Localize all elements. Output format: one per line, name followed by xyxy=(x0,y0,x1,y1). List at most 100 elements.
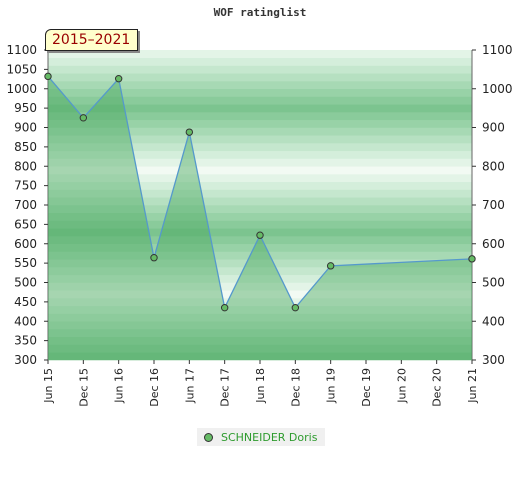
y-tick-label-right: 400 xyxy=(482,314,505,328)
y-tick-label-right: 1100 xyxy=(482,43,513,57)
plot-background-bands xyxy=(47,50,473,361)
data-point xyxy=(326,262,335,270)
y-tick-label-left: 700 xyxy=(14,198,37,212)
background-band xyxy=(48,259,472,268)
data-point xyxy=(256,231,264,239)
date-range-badge: 2015–2021 xyxy=(45,29,139,51)
background-band xyxy=(48,127,472,136)
y-axis-left: 300 350 400 450 500 550 600 650 700 750 800 850 900 9… xyxy=(6,43,48,367)
background-band xyxy=(48,282,472,291)
background-band xyxy=(48,290,472,299)
background-band xyxy=(48,243,472,252)
x-tick-label: Jun 18 xyxy=(254,368,267,404)
background-band xyxy=(48,81,472,90)
data-point xyxy=(79,114,88,122)
y-tick-label-right: 1000 xyxy=(482,82,513,96)
background-band xyxy=(48,329,472,338)
x-tick-label: Jun 19 xyxy=(325,368,338,404)
background-band xyxy=(48,112,472,121)
y-tick-label-left: 300 xyxy=(14,353,37,367)
legend-label-schneider-doris: SCHNEIDER Doris xyxy=(221,430,318,444)
background-band xyxy=(48,135,472,144)
y-tick-label-left: 950 xyxy=(14,101,37,115)
legend-marker xyxy=(204,432,213,442)
x-axis: Jun 15 Dec 15 Jun 16 Dec 16 Jun 17 Dec 17 Jun … xyxy=(42,360,479,407)
background-band xyxy=(48,181,472,190)
y-tick-label-left: 400 xyxy=(14,314,37,328)
background-band xyxy=(48,305,472,314)
data-point xyxy=(44,72,52,81)
y-tick-label-left: 1050 xyxy=(6,62,37,76)
y-tick-label-left: 350 xyxy=(14,334,37,348)
y-tick-label-left: 850 xyxy=(14,140,37,154)
series-line xyxy=(47,75,473,310)
y-tick-label-right: 600 xyxy=(482,237,505,251)
background-band xyxy=(48,344,472,353)
data-point xyxy=(185,128,194,136)
y-tick-label-left: 550 xyxy=(14,256,37,270)
x-tick-label: Jun 17 xyxy=(183,368,196,404)
x-tick-label: Jun 15 xyxy=(42,368,55,404)
y-tick-label-left: 650 xyxy=(14,217,37,231)
data-point xyxy=(291,303,300,312)
y-axis-right: 300 400 500 600 700 800 900 1000 1100 xyxy=(472,43,513,367)
background-band xyxy=(48,189,472,198)
x-tick-label: Jun 16 xyxy=(113,368,126,404)
background-band xyxy=(48,197,472,206)
x-tick-label: Dec 20 xyxy=(431,368,444,407)
y-tick-label-left: 750 xyxy=(14,179,37,193)
data-point xyxy=(150,254,158,262)
x-tick-label: Dec 17 xyxy=(219,368,232,407)
y-tick-label-left: 600 xyxy=(14,237,37,251)
y-tick-label-right: 700 xyxy=(482,198,505,212)
x-tick-label: Dec 18 xyxy=(289,368,302,407)
data-point xyxy=(114,74,123,83)
x-tick-label: Jun 21 xyxy=(466,368,479,404)
background-band xyxy=(48,251,472,260)
y-tick-label-right: 300 xyxy=(482,353,505,367)
background-band xyxy=(48,205,472,214)
background-band xyxy=(48,96,472,105)
x-tick-label: Jun 20 xyxy=(395,368,408,404)
background-band xyxy=(48,158,472,167)
background-band xyxy=(48,267,472,276)
y-tick-label-right: 900 xyxy=(482,121,505,135)
y-tick-label-left: 1000 xyxy=(6,82,37,96)
background-band xyxy=(48,352,472,361)
background-band xyxy=(48,336,472,345)
background-band xyxy=(48,119,472,128)
y-tick-label-left: 500 xyxy=(14,276,37,290)
background-band xyxy=(48,104,472,113)
y-tick-label-left: 900 xyxy=(14,121,37,135)
legend[interactable]: SCHNEIDER Doris xyxy=(197,428,325,446)
x-tick-label: Dec 15 xyxy=(77,368,90,407)
background-band xyxy=(48,212,472,221)
background-band xyxy=(48,143,472,152)
background-band xyxy=(48,166,472,175)
y-tick-label-left: 800 xyxy=(14,159,37,173)
data-point xyxy=(220,303,229,312)
background-band xyxy=(48,50,472,59)
x-tick-label: Dec 16 xyxy=(148,368,161,407)
background-band xyxy=(48,313,472,322)
series-group xyxy=(44,72,476,360)
x-tick-label: Dec 19 xyxy=(360,368,373,407)
background-band xyxy=(48,57,472,66)
background-band xyxy=(48,73,472,82)
y-tick-label-left: 450 xyxy=(14,295,37,309)
background-band xyxy=(48,274,472,283)
background-band xyxy=(48,298,472,307)
background-band xyxy=(48,174,472,183)
background-band xyxy=(48,321,472,330)
background-band xyxy=(48,88,472,97)
background-band xyxy=(48,220,472,229)
y-tick-label-right: 500 xyxy=(482,276,505,290)
y-tick-label-left: 1100 xyxy=(6,43,37,57)
background-band xyxy=(48,236,472,245)
chart-title: WOF ratinglist xyxy=(213,6,307,19)
data-point xyxy=(468,255,476,263)
y-tick-label-right: 800 xyxy=(482,159,505,173)
series-area xyxy=(48,76,472,360)
background-band xyxy=(48,150,472,159)
